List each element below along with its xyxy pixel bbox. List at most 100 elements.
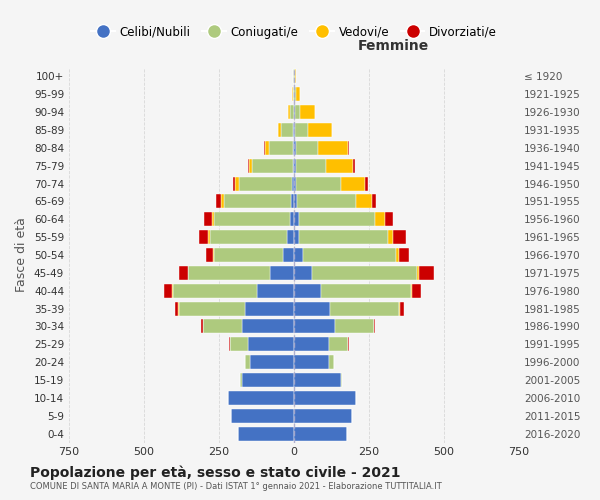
Bar [374, 320, 375, 334]
Bar [241, 320, 294, 334]
Bar [294, 141, 296, 155]
Bar [289, 105, 290, 119]
Bar [231, 409, 294, 422]
Bar [199, 230, 208, 244]
Bar [229, 338, 230, 351]
Bar [375, 212, 385, 226]
Bar [294, 176, 296, 190]
Bar [291, 194, 294, 208]
Bar [294, 266, 312, 280]
Bar [372, 194, 376, 208]
Bar [400, 302, 404, 316]
Bar [294, 248, 303, 262]
Bar [394, 230, 406, 244]
Bar [329, 338, 348, 351]
Bar [296, 141, 319, 155]
Bar [214, 212, 290, 226]
Y-axis label: Fasce di età: Fasce di età [16, 218, 28, 292]
Bar [326, 159, 353, 172]
Bar [293, 141, 294, 155]
Bar [294, 159, 296, 172]
Bar [294, 302, 330, 316]
Bar [294, 373, 341, 387]
Text: Popolazione per età, sesso e stato civile - 2021: Popolazione per età, sesso e stato civil… [30, 466, 401, 480]
Bar [296, 159, 326, 172]
Bar [179, 302, 245, 316]
Bar [365, 176, 368, 190]
Bar [355, 194, 372, 208]
Bar [294, 284, 321, 298]
Bar [249, 159, 252, 172]
Text: COMUNE DI SANTA MARIA A MONTE (PI) - Dati ISTAT 1° gennaio 2021 - Elaborazione T: COMUNE DI SANTA MARIA A MONTE (PI) - Dat… [30, 482, 442, 491]
Bar [175, 302, 178, 316]
Bar [281, 123, 293, 137]
Bar [341, 176, 365, 190]
Bar [230, 338, 248, 351]
Bar [297, 194, 355, 208]
Bar [353, 159, 355, 172]
Bar [419, 266, 433, 280]
Bar [221, 194, 223, 208]
Bar [248, 338, 294, 351]
Bar [296, 88, 300, 102]
Bar [228, 391, 294, 405]
Bar [294, 123, 295, 137]
Bar [385, 212, 394, 226]
Bar [293, 159, 294, 172]
Bar [299, 230, 388, 244]
Bar [283, 248, 294, 262]
Bar [188, 266, 270, 280]
Text: Femmine: Femmine [358, 38, 428, 52]
Bar [212, 212, 214, 226]
Bar [265, 141, 269, 155]
Bar [210, 230, 287, 244]
Bar [248, 159, 249, 172]
Bar [396, 248, 400, 262]
Bar [417, 266, 419, 280]
Bar [294, 194, 297, 208]
Bar [208, 230, 210, 244]
Bar [164, 284, 172, 298]
Bar [287, 230, 294, 244]
Bar [294, 355, 329, 369]
Bar [201, 320, 203, 334]
Bar [412, 284, 421, 298]
Bar [235, 176, 239, 190]
Bar [187, 266, 188, 280]
Bar [303, 248, 396, 262]
Bar [411, 284, 412, 298]
Bar [293, 88, 294, 102]
Bar [295, 88, 296, 102]
Bar [312, 266, 417, 280]
Bar [290, 212, 294, 226]
Bar [319, 141, 348, 155]
Bar [172, 284, 173, 298]
Bar [264, 141, 265, 155]
Bar [388, 230, 394, 244]
Bar [238, 426, 294, 440]
Bar [348, 338, 349, 351]
Bar [294, 391, 356, 405]
Bar [294, 426, 347, 440]
Bar [250, 355, 294, 369]
Bar [330, 302, 399, 316]
Bar [294, 338, 329, 351]
Bar [204, 212, 212, 226]
Bar [239, 176, 292, 190]
Bar [299, 212, 375, 226]
Bar [294, 212, 299, 226]
Bar [241, 373, 294, 387]
Bar [348, 141, 349, 155]
Legend: Celibi/Nubili, Coniugati/e, Vedovi/e, Divorziati/e: Celibi/Nubili, Coniugati/e, Vedovi/e, Di… [86, 21, 502, 44]
Bar [335, 320, 373, 334]
Bar [257, 284, 294, 298]
Bar [294, 105, 295, 119]
Bar [240, 373, 241, 387]
Bar [400, 248, 409, 262]
Bar [321, 284, 411, 298]
Bar [341, 373, 342, 387]
Bar [252, 159, 293, 172]
Bar [173, 284, 257, 298]
Bar [179, 266, 187, 280]
Bar [295, 123, 308, 137]
